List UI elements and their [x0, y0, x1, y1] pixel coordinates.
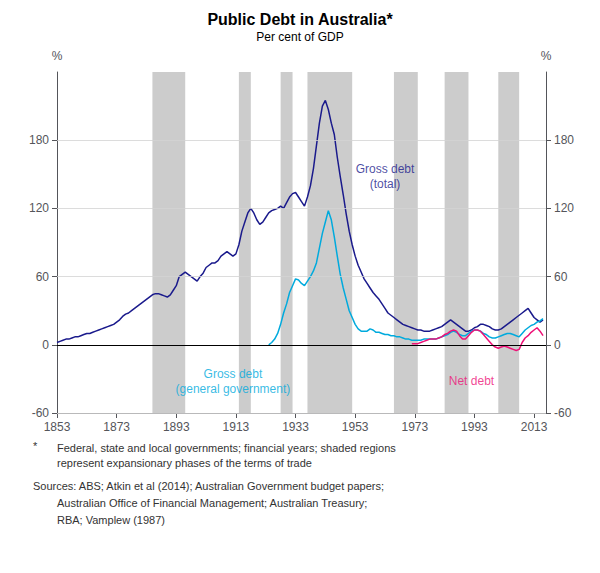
svg-text:180: 180 [29, 133, 49, 147]
svg-text:1933: 1933 [282, 420, 309, 434]
svg-text:represent expansionary phases: represent expansionary phases of the ter… [57, 457, 312, 469]
svg-text:Australian Office of Financial: Australian Office of Financial Managemen… [57, 497, 367, 509]
svg-text:*: * [33, 440, 38, 452]
svg-text:Public Debt in Australia*: Public Debt in Australia* [207, 11, 393, 28]
svg-text:Federal, state and local gover: Federal, state and local governments; fi… [57, 442, 396, 454]
svg-text:RBA; Vamplew (1987): RBA; Vamplew (1987) [57, 514, 165, 526]
svg-text:60: 60 [554, 270, 568, 284]
svg-text:(general government): (general government) [176, 382, 291, 396]
svg-text:-60: -60 [554, 406, 572, 420]
svg-text:1853: 1853 [44, 420, 71, 434]
svg-text:Net debt: Net debt [449, 374, 495, 388]
svg-text:Sources: ABS; Atkin et al (201: Sources: ABS; Atkin et al (2014); Austra… [33, 480, 384, 492]
svg-text:1913: 1913 [223, 420, 250, 434]
svg-text:1953: 1953 [342, 420, 369, 434]
svg-text:120: 120 [554, 201, 574, 215]
svg-text:120: 120 [29, 201, 49, 215]
svg-text:1873: 1873 [103, 420, 130, 434]
svg-text:(total): (total) [370, 177, 401, 191]
svg-text:1973: 1973 [401, 420, 428, 434]
svg-text:180: 180 [554, 133, 574, 147]
svg-text:0: 0 [554, 338, 561, 352]
svg-text:1893: 1893 [163, 420, 190, 434]
svg-text:-60: -60 [32, 406, 50, 420]
svg-text:Gross debt: Gross debt [356, 162, 415, 176]
svg-text:Per cent of GDP: Per cent of GDP [256, 30, 343, 44]
svg-text:1993: 1993 [461, 420, 488, 434]
svg-text:2013: 2013 [521, 420, 548, 434]
svg-text:0: 0 [42, 338, 49, 352]
svg-text:%: % [52, 49, 63, 63]
svg-text:%: % [541, 49, 552, 63]
svg-text:Gross debt: Gross debt [204, 367, 263, 381]
svg-text:60: 60 [36, 270, 50, 284]
